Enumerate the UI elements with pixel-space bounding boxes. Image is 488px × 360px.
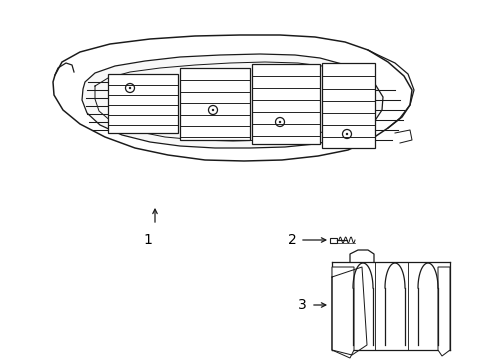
- Polygon shape: [82, 54, 382, 148]
- Polygon shape: [321, 63, 374, 148]
- Polygon shape: [331, 267, 353, 358]
- Polygon shape: [251, 64, 319, 144]
- Polygon shape: [437, 267, 449, 356]
- Circle shape: [345, 133, 347, 135]
- Polygon shape: [180, 68, 249, 140]
- Polygon shape: [108, 74, 178, 133]
- Circle shape: [211, 109, 214, 111]
- Polygon shape: [53, 35, 411, 161]
- Text: 1: 1: [143, 233, 152, 247]
- Circle shape: [128, 87, 131, 89]
- Text: 3: 3: [298, 298, 306, 312]
- Text: 2: 2: [287, 233, 296, 247]
- Circle shape: [278, 121, 281, 123]
- Bar: [329, 238, 336, 243]
